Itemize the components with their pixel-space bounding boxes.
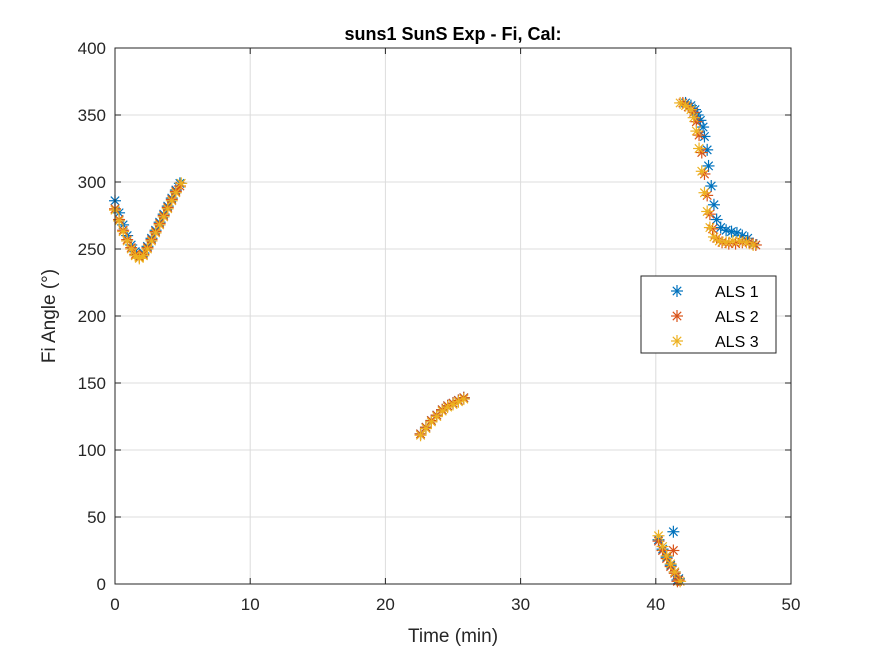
y-axis-label: Fi Angle (°) <box>39 269 60 363</box>
data-point <box>125 243 138 255</box>
data-points <box>109 96 762 588</box>
data-point <box>153 218 166 231</box>
y-tick-label: 300 <box>78 173 106 192</box>
data-point <box>697 121 710 134</box>
data-point <box>667 544 680 557</box>
data-point <box>117 225 130 238</box>
data-point <box>652 529 665 542</box>
data-point <box>436 405 449 418</box>
data-point <box>414 429 427 442</box>
y-tick-labels: 0 50 100 150 200 250 300 350 400 <box>78 39 106 594</box>
data-point <box>175 177 188 190</box>
data-point <box>141 243 154 255</box>
data-point <box>701 205 714 218</box>
data-point <box>698 130 711 143</box>
data-point <box>674 575 687 588</box>
data-point <box>695 165 708 178</box>
data-point <box>687 111 700 124</box>
legend-marker-als-3 <box>671 335 683 347</box>
series-als-3 <box>109 96 760 588</box>
legend-marker-als-1 <box>671 285 683 297</box>
x-tick-labels: 0 10 20 30 40 50 <box>110 595 800 614</box>
legend: ALS 1 ALS 2 ALS 3 <box>640 275 777 354</box>
tick-marks <box>114 47 792 585</box>
data-point <box>698 186 711 199</box>
x-tick-label: 30 <box>511 595 530 614</box>
legend-marker-als-2 <box>671 310 683 322</box>
data-point <box>740 236 753 249</box>
legend-label-als-3: ALS 3 <box>715 334 759 351</box>
x-tick-label: 20 <box>376 595 395 614</box>
x-tick-label: 0 <box>110 595 119 614</box>
data-point <box>419 422 432 435</box>
y-tick-label: 350 <box>78 106 106 125</box>
y-tick-label: 150 <box>78 374 106 393</box>
legend-label-als-2: ALS 2 <box>715 309 759 326</box>
data-point <box>457 393 470 406</box>
y-tick-label: 100 <box>78 441 106 460</box>
data-point <box>664 557 677 570</box>
data-point <box>668 565 681 578</box>
data-point <box>703 221 716 234</box>
data-point <box>747 238 760 251</box>
data-point <box>693 142 706 155</box>
data-point <box>690 125 703 138</box>
y-tick-label: 400 <box>78 39 106 58</box>
data-point <box>137 249 150 262</box>
x-tick-label: 40 <box>646 595 665 614</box>
chart-title: suns1 SunS Exp - Fi, Cal: <box>344 24 561 44</box>
y-tick-label: 0 <box>97 575 106 594</box>
legend-markers <box>671 285 683 347</box>
legend-label-als-1: ALS 1 <box>715 284 759 301</box>
data-point <box>169 186 182 199</box>
data-point <box>656 540 669 553</box>
y-tick-label: 250 <box>78 240 106 259</box>
data-point <box>145 234 158 247</box>
x-tick-label: 10 <box>241 595 260 614</box>
y-tick-label: 50 <box>87 508 106 527</box>
data-point <box>679 99 692 112</box>
x-axis-label: Time (min) <box>408 626 498 647</box>
data-point <box>157 210 170 223</box>
legend-box <box>640 275 777 354</box>
data-point <box>667 525 680 538</box>
y-tick-label: 200 <box>78 307 106 326</box>
x-tick-label: 50 <box>782 595 801 614</box>
data-point <box>726 234 739 247</box>
